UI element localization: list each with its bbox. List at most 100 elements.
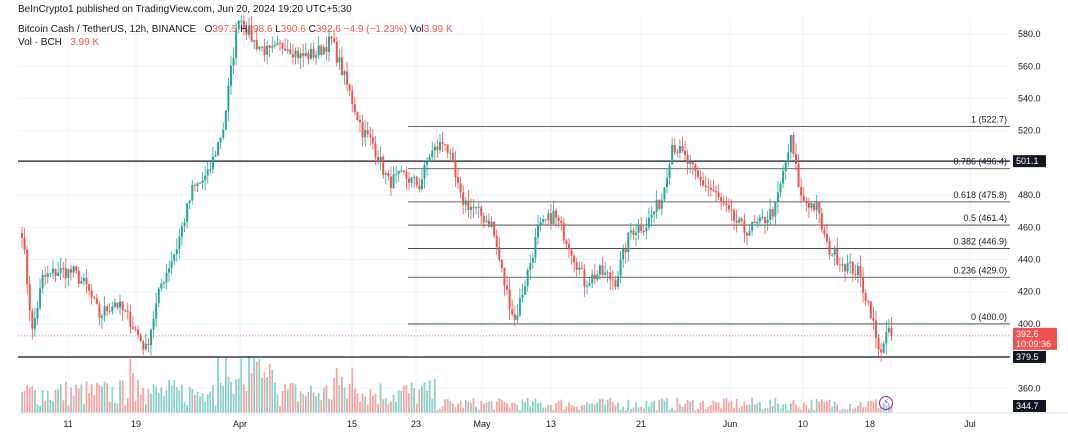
candle[interactable]: [727, 198, 730, 213]
candle[interactable]: [624, 242, 627, 264]
candle[interactable]: [637, 218, 640, 240]
fibonacci-retracement[interactable]: 1 (522.7)0.786 (496.4)0.618 (475.8)0.5 (…: [408, 114, 1010, 325]
candle[interactable]: [761, 209, 764, 221]
candle[interactable]: [663, 187, 666, 202]
candle[interactable]: [227, 77, 230, 122]
candle[interactable]: [475, 206, 478, 215]
candle[interactable]: [740, 217, 743, 225]
candle[interactable]: [64, 258, 67, 289]
candle[interactable]: [807, 197, 810, 218]
candle[interactable]: [188, 200, 191, 209]
candle[interactable]: [880, 342, 883, 362]
candle[interactable]: [712, 179, 715, 193]
candle[interactable]: [611, 269, 614, 291]
candle[interactable]: [400, 165, 403, 173]
candle[interactable]: [44, 266, 47, 286]
candle[interactable]: [691, 160, 694, 176]
candle[interactable]: [67, 268, 70, 287]
candle[interactable]: [694, 163, 697, 180]
candle[interactable]: [722, 195, 725, 207]
candle[interactable]: [408, 171, 410, 190]
candle[interactable]: [823, 224, 826, 238]
candle[interactable]: [526, 267, 529, 292]
candle[interactable]: [758, 214, 761, 227]
candle[interactable]: [193, 183, 196, 192]
candle[interactable]: [681, 136, 684, 153]
candle[interactable]: [431, 141, 434, 162]
candle[interactable]: [103, 296, 106, 323]
candle[interactable]: [738, 216, 741, 226]
candle[interactable]: [232, 47, 235, 74]
candle[interactable]: [596, 270, 599, 282]
candle[interactable]: [774, 201, 777, 225]
candle[interactable]: [168, 260, 171, 282]
candle[interactable]: [364, 119, 367, 147]
candle[interactable]: [753, 215, 756, 224]
candle[interactable]: [157, 286, 160, 308]
candle[interactable]: [142, 339, 145, 356]
candle[interactable]: [720, 193, 723, 211]
candle[interactable]: [818, 201, 821, 224]
candle[interactable]: [116, 302, 119, 311]
candle[interactable]: [438, 134, 441, 154]
candle[interactable]: [565, 239, 568, 249]
candle[interactable]: [139, 332, 142, 342]
candle[interactable]: [328, 29, 331, 62]
candle[interactable]: [258, 46, 261, 52]
candle[interactable]: [346, 61, 349, 92]
candle[interactable]: [260, 46, 263, 52]
candle[interactable]: [544, 218, 547, 226]
candle[interactable]: [751, 221, 754, 236]
candle[interactable]: [859, 255, 862, 287]
candle[interactable]: [106, 304, 109, 316]
candle[interactable]: [178, 228, 181, 259]
candle[interactable]: [315, 50, 318, 65]
candle[interactable]: [150, 328, 152, 356]
candle[interactable]: [245, 21, 248, 41]
candle[interactable]: [413, 174, 416, 189]
candle[interactable]: [31, 308, 34, 340]
candle[interactable]: [658, 199, 661, 211]
candle[interactable]: [831, 252, 834, 258]
candle[interactable]: [449, 148, 452, 161]
candle[interactable]: [560, 216, 563, 231]
candle[interactable]: [289, 42, 292, 55]
price-axis[interactable]: 580.0560.0540.0520.0500.0480.0460.0440.0…: [1013, 29, 1057, 412]
candle[interactable]: [248, 17, 251, 39]
candle[interactable]: [147, 337, 150, 353]
candle[interactable]: [513, 306, 516, 326]
candle[interactable]: [841, 257, 844, 273]
candle[interactable]: [253, 39, 256, 50]
candle[interactable]: [335, 36, 338, 67]
candle[interactable]: [660, 193, 663, 216]
candle[interactable]: [598, 264, 601, 280]
candle[interactable]: [655, 190, 658, 220]
candle[interactable]: [369, 126, 372, 146]
candle[interactable]: [121, 301, 124, 321]
candle[interactable]: [457, 168, 460, 190]
candle[interactable]: [95, 293, 98, 305]
candle[interactable]: [813, 203, 816, 213]
candle[interactable]: [537, 214, 539, 245]
candle[interactable]: [539, 216, 542, 232]
candle[interactable]: [330, 35, 333, 46]
candle[interactable]: [524, 280, 527, 296]
candle[interactable]: [90, 284, 93, 305]
candle[interactable]: [632, 226, 635, 240]
candle[interactable]: [222, 122, 225, 140]
candle[interactable]: [191, 179, 194, 205]
candle[interactable]: [446, 144, 449, 159]
candle[interactable]: [240, 15, 243, 27]
candle[interactable]: [459, 176, 462, 199]
candle[interactable]: [126, 302, 129, 320]
candle[interactable]: [170, 251, 173, 275]
candle[interactable]: [704, 175, 707, 192]
candle[interactable]: [312, 42, 315, 61]
candle[interactable]: [36, 301, 39, 326]
candle[interactable]: [302, 43, 305, 68]
candle[interactable]: [604, 261, 607, 278]
candle[interactable]: [299, 48, 302, 70]
candle[interactable]: [733, 207, 736, 231]
candle[interactable]: [666, 168, 668, 194]
